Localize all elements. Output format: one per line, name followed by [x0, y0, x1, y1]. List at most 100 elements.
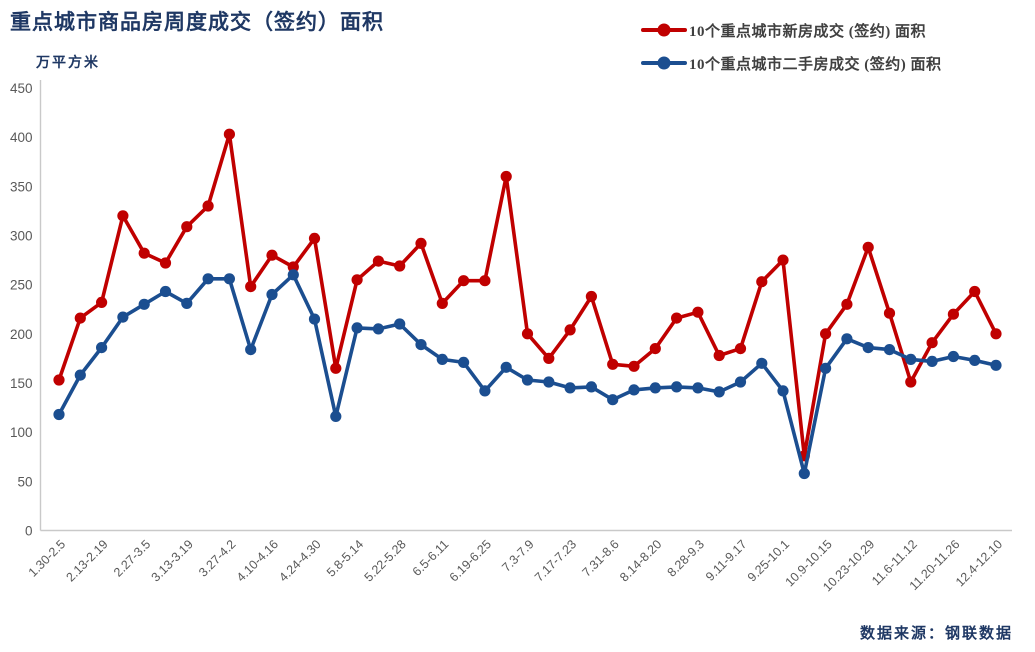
y-axis-tick-label: 300 [10, 229, 33, 244]
legend-label-secondhand-homes: 10个重点城市二手房成交 (签约) 面积 [689, 56, 942, 73]
legend-line-marker-blue-icon [641, 56, 687, 70]
secondhand-point [458, 356, 470, 368]
legend-item-secondhand-homes: 10个重点城市二手房成交 (签约) 面积 [641, 51, 942, 75]
secondhand-point [74, 369, 86, 381]
secondhand-point [671, 381, 683, 393]
secondhand-point [415, 339, 427, 351]
secondhand-point [330, 410, 342, 422]
secondhand-point [500, 361, 512, 373]
secondhand-point [479, 385, 491, 397]
new-homes-point [521, 328, 534, 340]
legend-item-new-homes: 10个重点城市新房成交 (签约) 面积 [641, 18, 942, 42]
new-homes-point [862, 241, 874, 253]
new-homes-point [372, 255, 384, 267]
secondhand-point [308, 313, 321, 325]
new-homes-point [500, 170, 512, 183]
secondhand-point [883, 344, 896, 356]
y-axis-tick-label: 400 [10, 130, 33, 145]
secondhand-point [245, 344, 257, 356]
new-homes-point [394, 260, 406, 272]
x-axis-tick-label: 6.19-6.25 [447, 537, 494, 584]
new-homes-point [266, 249, 278, 261]
y-axis-tick-label: 100 [10, 425, 33, 440]
new-homes-point [138, 247, 150, 259]
secondhand-point [628, 384, 640, 396]
y-axis-tick-label: 200 [10, 327, 33, 342]
x-axis-tick-label: 2.27-3.5 [111, 537, 153, 579]
secondhand-point [926, 355, 938, 367]
new-homes-point [671, 312, 683, 324]
secondhand-point [53, 408, 65, 421]
secondhand-point [841, 333, 853, 345]
y-axis-tick-label: 350 [10, 179, 33, 194]
secondhand-point [862, 342, 874, 354]
secondhand-point [607, 394, 619, 406]
secondhand-point [777, 385, 789, 397]
secondhand-line [57, 273, 998, 476]
secondhand-point [820, 362, 832, 374]
new-homes-point [458, 275, 470, 287]
x-axis-tick-label: 7.31-8.6 [579, 537, 621, 579]
x-axis-tick-label: 8.14-8.20 [617, 537, 664, 584]
new-homes-point [905, 376, 917, 388]
new-homes-point [479, 275, 491, 287]
x-axis-tick-label: 4.24-4.30 [276, 537, 323, 584]
secondhand-point [713, 386, 725, 398]
new-homes-point [181, 221, 193, 233]
x-axis-tick-label: 6.5-6.11 [410, 537, 452, 579]
x-axis-tick-label: 3.27-4.2 [196, 537, 238, 579]
secondhand-point [585, 381, 598, 393]
x-axis-tick-label: 4.10-4.16 [234, 537, 281, 584]
legend-label-new-homes: 10个重点城市新房成交 (签约) 面积 [689, 23, 926, 40]
y-axis-tick-label: 0 [25, 524, 33, 539]
legend: 10个重点城市新房成交 (签约) 面积 10个重点城市二手房成交 (签约) 面积 [641, 18, 942, 75]
new-homes-point [436, 297, 448, 309]
secondhand-point [521, 374, 534, 386]
new-homes-line [57, 132, 998, 458]
new-homes-point [947, 308, 960, 320]
new-homes-point [820, 328, 832, 340]
new-homes-point [649, 343, 661, 355]
new-homes-point [607, 358, 619, 370]
x-axis-tick-label: 7.17-7.23 [532, 537, 579, 584]
legend-line-marker-red-icon [641, 23, 687, 37]
new-homes-point [777, 254, 789, 266]
new-homes-point [96, 296, 108, 308]
secondhand-point [351, 322, 363, 334]
new-homes-point [883, 307, 896, 319]
new-homes-point [53, 374, 65, 386]
new-homes-point [969, 285, 981, 298]
new-homes-point [543, 352, 555, 364]
secondhand-point [181, 297, 193, 309]
y-axis-tick-label: 50 [17, 474, 32, 489]
y-axis-tick-label: 450 [10, 81, 33, 96]
secondhand-point [798, 467, 810, 480]
new-homes-point [692, 306, 704, 318]
secondhand-point [905, 353, 917, 365]
secondhand-point [436, 353, 448, 365]
secondhand-point [734, 376, 747, 388]
secondhand-point [394, 318, 406, 330]
new-homes-point [351, 274, 363, 286]
x-axis-tick-label: 1.30-2.5 [26, 537, 68, 579]
secondhand-point [372, 323, 384, 335]
new-homes-point [734, 343, 747, 355]
secondhand-point [96, 342, 108, 354]
x-axis-tick-label: 2.13-2.19 [63, 537, 110, 584]
secondhand-point [287, 269, 299, 281]
secondhand-point [692, 382, 704, 394]
secondhand-point [649, 382, 661, 394]
new-homes-point [74, 312, 86, 324]
new-homes-point [990, 328, 1002, 340]
secondhand-point [202, 273, 214, 285]
secondhand-point [159, 285, 172, 298]
x-axis-tick-label: 3.13-3.19 [149, 537, 196, 584]
new-homes-point [159, 257, 172, 269]
x-axis-tick-label: 8.28-9.3 [665, 537, 707, 579]
secondhand-point [266, 288, 278, 301]
y-axis-unit: 万平方米 [36, 56, 100, 71]
secondhand-point [756, 357, 768, 369]
x-axis-tick-label: 5.8-5.14 [324, 537, 366, 579]
y-axis-tick-label: 150 [10, 376, 33, 391]
